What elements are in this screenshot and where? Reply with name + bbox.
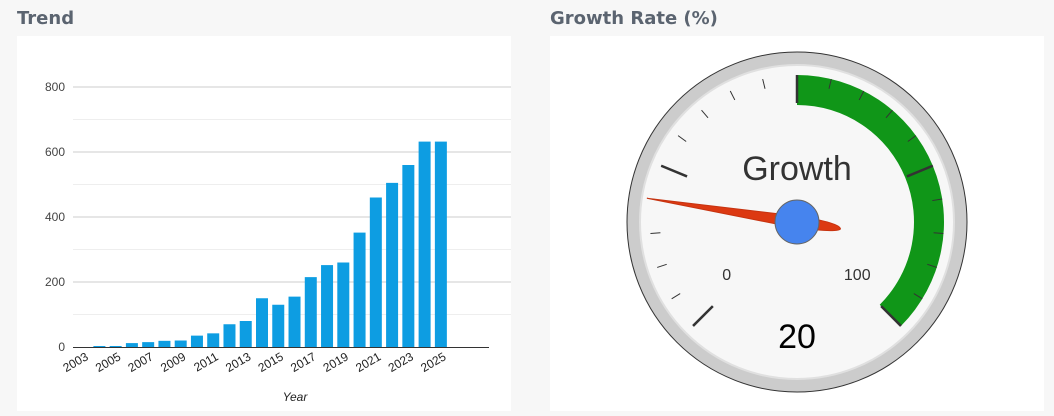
- bar: [93, 346, 106, 347]
- x-tick-label: 2013: [223, 349, 253, 375]
- bar: [386, 182, 399, 347]
- gauge-minor-tick: [927, 263, 937, 268]
- x-tick-label: 2019: [321, 349, 351, 375]
- gauge-minor-tick: [671, 293, 681, 300]
- gauge-minor-tick: [650, 232, 661, 235]
- y-tick-label: 200: [45, 275, 65, 289]
- bar: [434, 141, 447, 347]
- gauge-label: Growth: [742, 150, 852, 188]
- gauge-minor-tick: [907, 135, 917, 142]
- bar: [337, 262, 350, 347]
- x-tick-label: 2023: [386, 349, 416, 375]
- bar: [174, 340, 187, 347]
- gauge-minor-tick: [932, 198, 943, 202]
- bar: [353, 232, 366, 347]
- gauge-hub: [774, 199, 820, 245]
- x-axis-title: Year: [283, 390, 309, 404]
- x-tick-label: 2017: [288, 349, 318, 375]
- bar: [272, 304, 285, 347]
- bar: [321, 265, 334, 347]
- bar: [369, 197, 382, 347]
- x-tick-label: 2025: [418, 349, 448, 375]
- bar: [109, 346, 122, 347]
- gauge-value: 20: [778, 318, 816, 356]
- y-tick-label: 0: [58, 340, 65, 354]
- bar: [402, 165, 415, 347]
- gauge-min-label: 0: [722, 267, 731, 284]
- gauge-minor-tick: [762, 78, 766, 89]
- growth-gauge: 0 100 Growth 20: [626, 51, 968, 393]
- growth-card: 0 100 Growth 20: [550, 36, 1044, 411]
- x-tick-label: 2011: [191, 349, 221, 374]
- bar: [142, 342, 155, 347]
- gauge-major-tick: [692, 305, 714, 327]
- gauge-major-tick: [880, 305, 902, 327]
- gauge-minor-tick: [729, 90, 736, 101]
- gauge-minor-tick: [858, 90, 865, 101]
- gauge-major-tick: [906, 164, 934, 178]
- x-tick-label: 2009: [158, 349, 188, 375]
- growth-title: Growth Rate (%): [550, 8, 718, 29]
- bar: [304, 277, 317, 347]
- y-tick-label: 800: [45, 80, 65, 94]
- gauge-green-band: [797, 75, 944, 326]
- gauge-minor-tick: [657, 263, 667, 268]
- trend-title: Trend: [17, 8, 75, 29]
- y-tick-label: 400: [45, 210, 65, 224]
- trend-card: 0 200 400 600 800 2003 2005 2007 2009 2011 2013 201…: [17, 36, 511, 411]
- gauge-minor-tick: [701, 109, 709, 119]
- x-tick-label: 2015: [256, 349, 286, 375]
- bar: [223, 324, 236, 347]
- bar: [288, 296, 301, 347]
- x-tick-label: 2007: [126, 349, 156, 375]
- bar: [418, 141, 431, 347]
- gauge-minor-tick: [677, 135, 687, 142]
- bar: [239, 321, 252, 347]
- bar: [256, 298, 268, 347]
- gauge-minor-tick: [885, 109, 893, 119]
- bar: [158, 340, 171, 347]
- bar: [125, 343, 138, 347]
- x-tick-label: 2021: [353, 349, 383, 375]
- gauge-max-label: 100: [844, 267, 871, 284]
- gauge-major-tick: [660, 164, 688, 178]
- x-tick-label: 2003: [61, 349, 91, 375]
- bar: [207, 333, 220, 347]
- bar: [190, 335, 203, 347]
- y-tick-label: 600: [45, 145, 65, 159]
- gauge-minor-tick: [913, 293, 923, 300]
- gauge-minor-tick: [828, 78, 832, 89]
- x-tick-label: 2005: [93, 349, 123, 375]
- gauge-minor-tick: [933, 232, 944, 235]
